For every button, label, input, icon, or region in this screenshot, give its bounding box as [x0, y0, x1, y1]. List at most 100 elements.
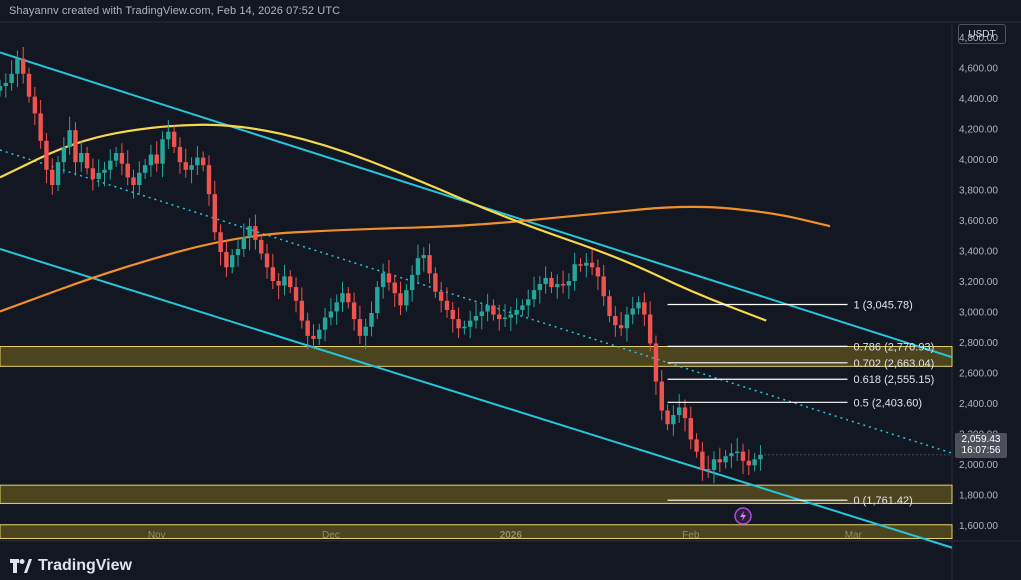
candle-body	[44, 140, 49, 170]
price-tick-label: 2,800.00	[959, 338, 998, 349]
candle-body	[386, 273, 392, 283]
candle-body	[142, 165, 148, 173]
candle-body	[195, 157, 200, 166]
candle-body	[160, 139, 165, 164]
fib-level-label: 0 (1,761.42)	[854, 495, 913, 507]
candle-body	[9, 73, 14, 83]
chart-attribution: Shayannv created with TradingView.com, F…	[9, 5, 341, 17]
price-tick-label: 3,600.00	[959, 216, 998, 227]
candle-body	[740, 451, 746, 461]
candle-body	[334, 302, 339, 312]
currency-selector[interactable]: USDT	[958, 24, 1006, 44]
candle-body	[653, 343, 659, 382]
candle-body	[0, 85, 3, 91]
candle-body	[467, 320, 473, 327]
candle-body	[578, 264, 583, 266]
candle-body	[624, 314, 630, 329]
candle-body	[450, 309, 455, 320]
candle-body	[502, 317, 508, 320]
support-resistance-zone	[0, 484, 953, 504]
fib-level-label: 0.786 (2,770.93)	[854, 341, 935, 353]
price-tick-label: 3,400.00	[959, 247, 998, 258]
candle-body	[688, 418, 693, 440]
lightning-icon	[740, 511, 747, 521]
candle-body	[346, 293, 351, 303]
last-price-tag: 2,059.43 16:07:56	[955, 433, 1007, 458]
fib-level-label: 0.618 (2,555.15)	[854, 374, 935, 386]
candle-body	[90, 168, 96, 179]
candle-body	[595, 267, 601, 277]
candle-body	[607, 296, 612, 317]
price-tick-label: 2,600.00	[959, 368, 998, 379]
price-tick-label: 2,400.00	[959, 399, 998, 410]
candle-body	[137, 172, 142, 186]
candle-body	[317, 329, 322, 339]
candle-body	[131, 177, 136, 186]
candle-body	[218, 232, 223, 253]
tradingview-logo[interactable]: TradingView	[10, 557, 132, 575]
candle-body	[671, 415, 676, 425]
candle-body	[235, 249, 241, 256]
candle-body	[537, 284, 543, 291]
candle-body	[566, 281, 572, 286]
candle-body	[705, 469, 711, 471]
candle-body	[113, 153, 119, 161]
candle-body	[55, 162, 61, 186]
candle-body	[357, 319, 363, 336]
candle-body	[264, 253, 270, 268]
candle-body	[32, 96, 38, 114]
price-tick-label: 3,200.00	[959, 277, 998, 288]
candle-body	[497, 314, 502, 320]
candle-body	[508, 314, 514, 318]
candle-body	[409, 274, 415, 291]
candle-body	[148, 154, 154, 166]
support-resistance-zone	[0, 524, 953, 539]
fib-level-label: 0.5 (2,403.60)	[854, 397, 923, 409]
candle-body	[647, 314, 653, 344]
candle-body	[723, 456, 728, 463]
candle-body	[694, 439, 699, 452]
fib-level-label: 0.702 (2,663.04)	[854, 358, 935, 370]
candle-body	[473, 316, 479, 321]
candle-body	[38, 113, 43, 141]
candle-body	[200, 157, 206, 166]
candle-body	[79, 153, 84, 163]
price-tick-label: 1,600.00	[959, 521, 998, 532]
candle-body	[572, 264, 577, 281]
candle-body	[642, 302, 647, 315]
candle-body	[351, 302, 357, 320]
candle-body	[613, 316, 618, 326]
candle-body	[380, 273, 386, 288]
candle-body	[328, 311, 334, 318]
candle-body	[479, 311, 485, 317]
candle-body	[50, 169, 55, 186]
candle-body	[3, 82, 9, 86]
candle-body	[259, 239, 264, 254]
price-tick-label: 3,000.00	[959, 307, 998, 318]
price-tick-label: 4,200.00	[959, 125, 998, 136]
candle-body	[398, 293, 403, 306]
tradingview-logo-icon	[10, 559, 32, 573]
candle-body	[212, 194, 217, 233]
candle-body	[125, 163, 130, 178]
candle-body	[61, 146, 67, 163]
candle-body	[206, 165, 212, 195]
candle-body	[311, 335, 316, 339]
candle-body	[746, 460, 752, 466]
candle-body	[84, 153, 90, 169]
brand-name: TradingView	[38, 557, 132, 574]
candle-body	[67, 130, 72, 147]
candle-body	[543, 277, 548, 285]
candle-body	[601, 276, 606, 297]
candle-body	[96, 172, 101, 179]
candle-body	[456, 319, 461, 329]
candle-body	[665, 410, 670, 425]
price-tick-label: 4,400.00	[959, 94, 998, 105]
candle-body	[119, 153, 125, 164]
candle-body	[560, 284, 566, 286]
candle-body	[375, 287, 380, 313]
candle-body	[462, 326, 467, 329]
candle-body	[485, 305, 490, 312]
candle-body	[491, 305, 496, 315]
